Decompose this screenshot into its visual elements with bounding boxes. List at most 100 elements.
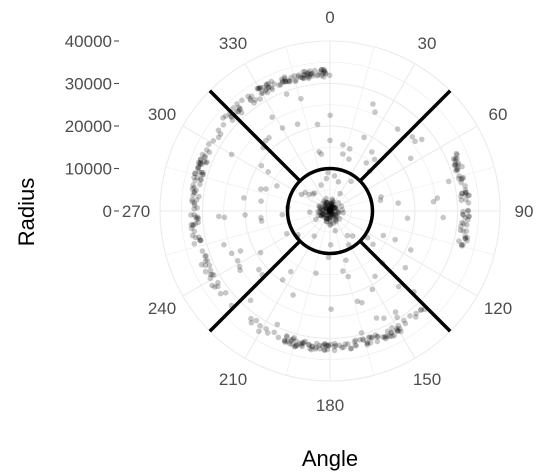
data-point <box>392 309 399 315</box>
data-point <box>463 228 470 234</box>
data-point <box>192 170 198 177</box>
data-point <box>326 205 333 212</box>
data-point <box>323 205 330 212</box>
angle-tick-label: 210 <box>219 370 247 389</box>
polar-grid <box>159 40 501 382</box>
data-point <box>316 342 323 349</box>
data-point <box>327 208 333 214</box>
data-point <box>202 253 208 260</box>
data-point <box>280 79 286 85</box>
data-point <box>363 160 370 166</box>
data-point <box>327 208 334 214</box>
data-point <box>451 162 458 169</box>
data-point <box>324 212 331 219</box>
data-point <box>269 86 276 93</box>
data-point <box>196 169 202 175</box>
data-point <box>189 232 196 239</box>
data-point <box>459 211 466 218</box>
data-point <box>290 292 296 298</box>
data-point <box>293 338 300 344</box>
data-point <box>335 200 342 206</box>
data-point <box>462 191 469 197</box>
overlay-line <box>358 239 452 333</box>
data-point <box>318 151 325 157</box>
data-point <box>450 156 457 162</box>
data-point <box>452 161 459 167</box>
data-point <box>327 208 333 214</box>
data-point <box>352 342 359 349</box>
data-point <box>466 192 473 199</box>
data-point <box>258 90 265 97</box>
data-point <box>462 215 469 221</box>
data-point <box>364 340 371 346</box>
data-point <box>327 213 334 219</box>
data-point <box>320 70 327 77</box>
data-point <box>306 73 313 80</box>
data-point <box>257 249 264 256</box>
data-point <box>462 233 468 240</box>
data-point <box>381 334 388 340</box>
data-point <box>229 117 236 123</box>
data-point <box>327 208 334 215</box>
data-point <box>327 207 334 213</box>
data-point <box>234 257 241 264</box>
data-point <box>281 337 288 344</box>
data-point <box>293 342 300 348</box>
data-point <box>325 343 332 349</box>
angle-tick-label: 300 <box>148 105 176 124</box>
data-point <box>237 248 244 254</box>
data-point <box>258 198 264 204</box>
data-point <box>329 209 336 216</box>
data-point <box>349 233 356 239</box>
data-point <box>264 89 271 96</box>
data-point <box>194 214 201 220</box>
data-point <box>291 343 298 350</box>
data-point <box>323 195 329 202</box>
data-point <box>466 213 472 220</box>
data-point <box>395 328 401 335</box>
data-point <box>230 105 236 111</box>
data-point <box>331 347 338 354</box>
data-point <box>412 138 418 145</box>
data-point <box>284 338 291 345</box>
data-point <box>454 162 461 168</box>
data-point <box>445 178 452 185</box>
data-point <box>458 223 464 229</box>
data-point <box>332 212 339 219</box>
data-point <box>276 82 282 88</box>
data-point <box>333 205 340 212</box>
data-point <box>460 212 467 218</box>
data-point <box>237 105 243 112</box>
data-point <box>254 85 261 92</box>
data-point <box>328 306 334 313</box>
data-point <box>215 134 222 141</box>
data-point <box>207 275 214 282</box>
data-point <box>389 333 395 340</box>
overlay-line <box>358 89 452 183</box>
data-point <box>328 211 335 218</box>
data-point <box>374 333 381 340</box>
grid-spoke <box>329 210 375 376</box>
data-point <box>459 219 465 226</box>
data-point <box>327 208 333 214</box>
data-point <box>395 327 401 334</box>
data-point <box>316 203 322 209</box>
data-point <box>274 183 280 189</box>
data-point <box>216 213 222 220</box>
data-point <box>320 211 326 218</box>
data-point <box>198 261 205 268</box>
data-point <box>322 212 328 218</box>
data-point <box>407 313 413 319</box>
data-point <box>463 196 469 203</box>
data-point <box>309 70 316 77</box>
data-point <box>248 93 255 99</box>
data-point <box>252 97 259 103</box>
data-point <box>307 71 314 77</box>
data-point <box>372 109 378 115</box>
data-point <box>309 343 315 350</box>
data-point <box>326 209 332 215</box>
overlay-shapes <box>208 89 452 333</box>
data-point <box>264 82 270 88</box>
data-point <box>327 203 333 210</box>
data-point <box>330 199 337 205</box>
